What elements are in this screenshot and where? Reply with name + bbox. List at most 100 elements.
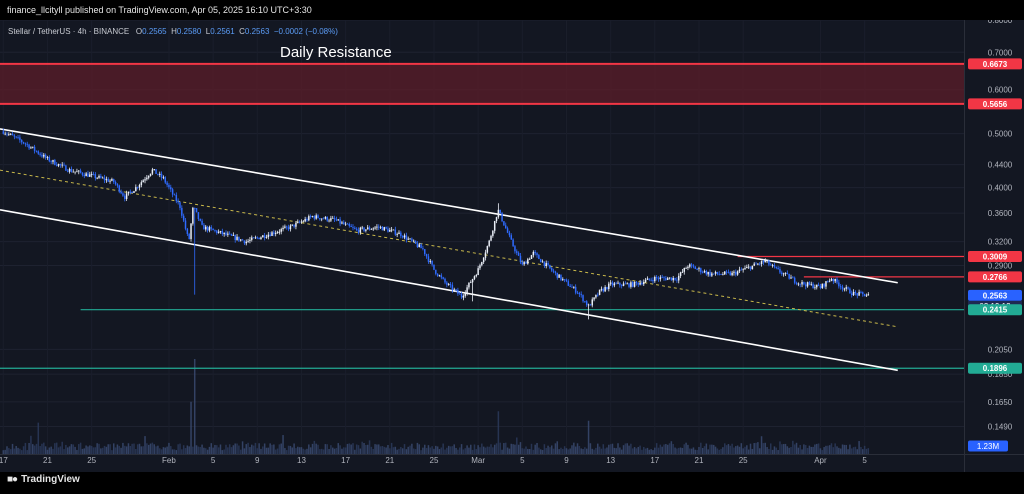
candle-body [85,173,87,177]
candle-body [271,232,273,236]
candle-body [252,237,255,239]
volume-bar [834,443,836,454]
volume-bar [567,449,570,454]
candle-body [466,287,468,293]
price-label-box [968,271,1022,283]
candle-body [201,220,203,225]
volume-bar [328,449,330,454]
candle-body [315,215,317,219]
candle-body [57,164,60,166]
candle-body [716,271,719,274]
volume-bar [672,444,674,454]
volume-bar [663,444,665,454]
candle-body [392,229,395,231]
candle-body [503,221,505,226]
volume-bar [394,446,397,454]
candle-body [582,295,584,302]
volume-bar [252,445,255,454]
volume-bar [860,447,862,454]
candle-body [19,137,21,141]
volume-bar [689,448,691,454]
candle-body [749,266,752,270]
candle-body [672,277,674,281]
candle-body [78,170,80,172]
candle-body [177,201,179,203]
volume-bar [405,449,408,454]
price-chart[interactable]: 0.8000 0.7000 0.6000 0.5000 0.4400 0.4000 0.36… [0,20,1024,472]
volume-bar [841,444,844,454]
volume-bar [479,447,481,454]
time-tick-label: 9 [564,456,569,465]
volume-bar [854,446,857,454]
candle-body [192,207,194,224]
volume-bar [714,446,717,454]
candle-body [657,278,660,280]
candle-body [569,285,571,287]
candle-body [481,262,483,266]
candle-body [630,282,632,287]
volume-bar [158,448,161,454]
candle-body [197,212,200,219]
volume-bar [63,449,65,454]
candle-body [304,219,306,222]
candle-body [617,282,619,284]
volume-bar [528,448,531,454]
candle-body [230,234,233,236]
volume-bar [208,446,211,454]
volume-bar [370,446,373,454]
candle-body [298,221,301,223]
volume-bar [753,443,755,454]
candle-body [462,295,465,298]
candle-body [453,289,455,291]
volume-bar [111,450,113,454]
volume-bar [510,443,513,454]
candle-body [696,269,698,270]
volume-bar [503,443,505,454]
volume-bar [20,450,23,454]
volume-bar [466,445,468,454]
volume-bar [670,441,673,454]
volume-bar [744,446,746,454]
candle-body [827,281,829,283]
volume-bar [221,450,224,454]
volume-bar [814,444,816,454]
candle-body [720,274,722,276]
volume-bar [291,447,294,454]
volume-bar [24,442,27,454]
volume-bar [832,447,835,454]
candle-body [532,251,535,256]
volume-bar [287,445,290,454]
volume-bar [392,447,395,454]
candle-body [381,226,384,231]
price-tick-label: 0.5000 [988,130,1013,139]
volume-bar [648,449,651,454]
candle-body [471,279,474,283]
candle-body [138,185,141,188]
volume-bar [619,447,621,454]
volume-bar [727,444,730,454]
candle-body [740,269,743,271]
volume-bar [273,444,275,454]
volume-bar [326,444,328,454]
resistance-zone [0,62,964,105]
candle-body [374,227,376,229]
volume-bar [262,446,264,454]
volume-bar [551,445,553,454]
price-label-text: 0.5656 [983,100,1008,109]
volume-bar [852,447,855,454]
price-label-box [968,304,1022,316]
candle-body [703,270,706,273]
price-labels: 0.66730.56560.30090.27660.256303:19:120.… [968,58,1022,452]
volume-bar [556,441,559,454]
volume-bar [87,446,89,454]
volume-bar [828,445,831,454]
candle-body [580,294,582,296]
volume-bar [293,443,295,454]
volume-bar [589,443,592,454]
volume-bar [464,448,467,454]
candle-body [184,220,187,229]
candle-body [173,194,176,196]
candle-body [648,278,651,280]
price-label-box [968,98,1022,110]
volume-bar [473,444,476,454]
